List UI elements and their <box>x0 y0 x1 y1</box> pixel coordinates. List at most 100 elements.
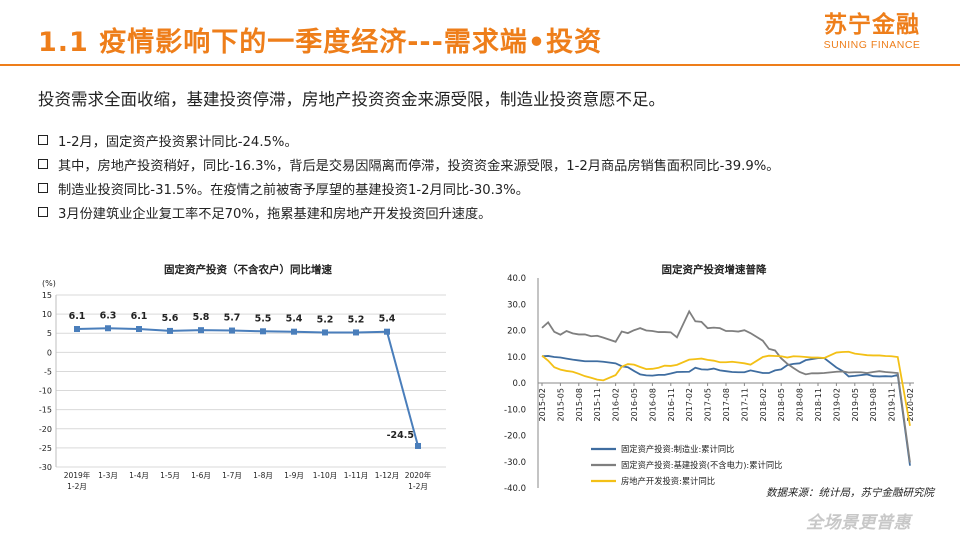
logo-text-en: SUNING FINANCE <box>823 39 921 51</box>
x-tick-label: 1-9月 <box>284 471 304 480</box>
x-tick-label: 2017-11 <box>740 388 749 421</box>
checkbox-square-icon <box>38 135 48 145</box>
data-label: 6.1 <box>69 311 86 322</box>
y-tick-label: 5 <box>47 329 52 338</box>
data-label: 5.7 <box>224 313 241 324</box>
data-point <box>198 327 204 334</box>
data-point <box>74 326 80 333</box>
x-tick-label: 2015-08 <box>575 388 584 421</box>
x-tick-label: 2018-11 <box>814 388 823 421</box>
x-tick-label: 2019-11 <box>888 388 897 421</box>
data-point <box>415 442 421 449</box>
y-tick-label: 40.0 <box>507 274 526 284</box>
x-tick-label: 2017-05 <box>704 388 713 421</box>
x-tick-label: 1-5月 <box>160 471 180 480</box>
x-tick-label: 2016-11 <box>667 388 676 421</box>
data-point <box>353 329 359 336</box>
data-point <box>291 328 297 335</box>
legend-label: 房地产开发投资:累计同比 <box>621 476 715 486</box>
series-line <box>76 327 419 447</box>
y-tick-label: -20 <box>39 425 52 434</box>
series-line <box>541 355 911 466</box>
y-tick-label: -30.0 <box>504 458 526 468</box>
x-tick-label: 2020年 1-2月 <box>405 470 432 491</box>
checkbox-square-icon <box>38 207 48 217</box>
data-label: 5.4 <box>379 314 396 325</box>
y-tick-label: 10 <box>42 310 52 319</box>
x-tick-label: 2017-02 <box>685 388 694 421</box>
data-point <box>384 328 390 335</box>
data-label: 6.1 <box>131 311 148 322</box>
x-tick-label: 1-11月 <box>344 471 369 480</box>
y-tick-label: 20.0 <box>507 327 526 337</box>
data-label: 5.2 <box>317 314 334 325</box>
x-tick-label: 1-4月 <box>129 471 149 480</box>
x-tick-label: 2015-02 <box>538 388 547 421</box>
page-title: 1.1 疫情影响下的一季度经济---需求端•投资 <box>38 27 603 58</box>
checkbox-square-icon <box>38 183 48 193</box>
checkbox-square-icon <box>38 159 48 169</box>
x-tick-label: 1-7月 <box>222 471 242 480</box>
data-point <box>136 326 142 333</box>
y-tick-label: -15 <box>39 406 52 415</box>
x-tick-label: 2019年 1-2月 <box>64 470 91 491</box>
chart-title: 固定资产投资增速普降 <box>662 263 767 276</box>
data-point <box>229 327 235 334</box>
y-tick-label: -20.0 <box>504 432 526 442</box>
y-tick-label: 10.0 <box>507 353 526 363</box>
bullet-item: 制造业投资同比-31.5%。在疫情之前被寄予厚望的基建投资1-2月同比-30.3… <box>38 176 779 200</box>
x-tick-label: 2019-02 <box>832 388 841 421</box>
x-tick-label: 1-3月 <box>98 471 118 480</box>
bullet-item: 3月份建筑业企业复工率不足70%，拖累基建和房地产开发投资回升速度。 <box>38 200 779 224</box>
y-tick-label: -30 <box>39 463 52 472</box>
x-tick-label: 1-12月 <box>375 471 400 480</box>
data-point <box>167 327 173 334</box>
y-tick-label: -10 <box>39 387 52 396</box>
data-point <box>260 328 266 335</box>
data-point <box>105 325 111 332</box>
y-tick-label: -10.0 <box>504 405 526 415</box>
x-tick-label: 2018-02 <box>759 388 768 421</box>
x-tick-label: 2020-02 <box>906 388 915 421</box>
header: 1.1 疫情影响下的一季度经济---需求端•投资 苏宁金融 SUNING FIN… <box>0 0 960 64</box>
bullet-text: 1-2月，固定资产投资累计同比-24.5%。 <box>58 134 298 150</box>
x-tick-label: 2016-05 <box>630 388 639 421</box>
data-label: 6.3 <box>100 310 117 321</box>
data-label: -24.5 <box>387 430 414 441</box>
data-label: 5.2 <box>348 314 365 325</box>
x-tick-label: 2015-05 <box>556 388 565 421</box>
bullet-list: 1-2月，固定资产投资累计同比-24.5%。 其中，房地产投资稍好，同比-16.… <box>38 128 779 224</box>
x-tick-label: 1-6月 <box>191 471 211 480</box>
x-tick-label: 2019-05 <box>851 388 860 421</box>
y-tick-label: -25 <box>39 444 52 453</box>
fixed-asset-investment-chart: 固定资产投资（不含农户）同比增速 (%) 15 10 5 0 -5 -10 -15 -20 -25 -… <box>39 263 446 491</box>
bullet-text: 制造业投资同比-31.5%。在疫情之前被寄予厚望的基建投资1-2月同比-30.3… <box>58 182 529 198</box>
chart-title: 固定资产投资（不含农户）同比增速 <box>164 263 332 276</box>
data-label: 5.5 <box>255 313 272 324</box>
data-point <box>322 329 328 336</box>
bullet-item: 1-2月，固定资产投资累计同比-24.5%。 <box>38 128 779 152</box>
x-tick-label: 2015-11 <box>593 388 602 421</box>
data-label: 5.8 <box>193 312 210 323</box>
brand-logo: 苏宁金融 SUNING FINANCE <box>812 12 932 52</box>
y-axis-unit: (%) <box>42 279 56 288</box>
legend-label: 固定资产投资:制造业:累计同比 <box>621 444 734 454</box>
y-tick-label: -40.0 <box>504 484 526 494</box>
legend-label: 固定资产投资:基建投资(不含电力):累计同比 <box>621 460 782 470</box>
bullet-text: 3月份建筑业企业复工率不足70%，拖累基建和房地产开发投资回升速度。 <box>58 206 492 222</box>
x-tick-label: 2016-08 <box>648 388 657 421</box>
x-tick-label: 2017-08 <box>722 388 731 421</box>
y-tick-label: 15 <box>42 291 52 300</box>
x-tick-label: 2018-05 <box>777 388 786 421</box>
series-line <box>541 350 911 426</box>
y-tick-label: 0 <box>47 348 52 357</box>
source-note: 数据来源：统计局，苏宁金融研究院 <box>766 487 934 499</box>
data-label: 5.6 <box>162 313 179 324</box>
series-line <box>541 309 911 463</box>
investment-growth-chart: 固定资产投资增速普降 40.0 30.0 20.0 10.0 0.0 -10.0 -20.0 -… <box>504 263 915 494</box>
x-tick-label: 2019-08 <box>869 388 878 421</box>
x-tick-label: 1-10月 <box>313 471 338 480</box>
header-divider <box>0 64 960 66</box>
x-tick-label: 2016-02 <box>612 388 621 421</box>
x-tick-label: 2018-08 <box>796 388 805 421</box>
